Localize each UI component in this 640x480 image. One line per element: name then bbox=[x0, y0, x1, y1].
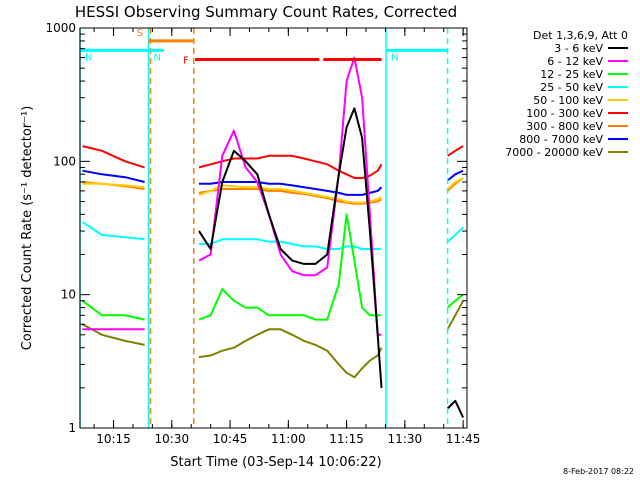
flag-label-n: N bbox=[85, 52, 92, 63]
legend-label: 300 - 800 keV bbox=[526, 120, 603, 133]
legend-label: 100 - 300 keV bbox=[526, 107, 603, 120]
flag-label-n: N bbox=[391, 52, 398, 63]
chart-title: HESSI Observing Summary Count Rates, Cor… bbox=[75, 3, 457, 21]
flag-label-f: F bbox=[183, 56, 189, 67]
legend-label: 12 - 25 keV bbox=[540, 68, 603, 81]
legend-label: 800 - 7000 keV bbox=[519, 133, 603, 146]
legend-label: 25 - 50 keV bbox=[540, 81, 603, 94]
series-line-800-7000-kev bbox=[82, 169, 464, 196]
y-axis-label: Corrected Count Rate (s⁻¹ detector⁻¹) bbox=[20, 106, 35, 351]
y-tick-label: 1000 bbox=[45, 21, 76, 35]
x-tick-label: 10:15 bbox=[96, 432, 131, 446]
legend-label: 50 - 100 keV bbox=[533, 94, 603, 107]
series-line-6-12-kev bbox=[82, 56, 382, 336]
flags-and-markers: S N N N F bbox=[79, 28, 449, 428]
x-tick-label: 10:30 bbox=[155, 432, 190, 446]
legend-label: 7000 - 20000 keV bbox=[505, 146, 603, 159]
legend-label: 6 - 12 keV bbox=[547, 55, 603, 68]
x-tick-label: 10:45 bbox=[213, 432, 248, 446]
y-tick-label: 100 bbox=[53, 154, 76, 168]
footer-timestamp: 8-Feb-2017 08:22 bbox=[563, 467, 634, 476]
series-line-100-300-kev bbox=[82, 145, 464, 179]
legend-title: Det 1,3,6,9, Att 0 bbox=[533, 29, 628, 42]
series-line-3-6-kev bbox=[198, 107, 465, 418]
legend-label: 3 - 6 keV bbox=[554, 42, 603, 55]
x-tick-label: 11:00 bbox=[271, 432, 306, 446]
flag-label-n: N bbox=[153, 52, 160, 63]
axes: 10:15 10:30 10:45 11:00 11:15 11:30 11:45 1 10 10… bbox=[45, 21, 480, 446]
series-line-25-50-kev bbox=[81, 221, 464, 250]
x-axis-label: Start Time (03-Sep-14 10:06:22) bbox=[170, 455, 381, 470]
x-tick-label: 11:30 bbox=[388, 432, 423, 446]
y-tick-label: 10 bbox=[61, 288, 76, 302]
plot-area bbox=[81, 56, 465, 418]
series-line-50-100-kev bbox=[82, 177, 464, 204]
x-tick-label: 11:15 bbox=[329, 432, 364, 446]
flag-label-s: S bbox=[136, 28, 142, 39]
series-line-300-800-kev bbox=[82, 177, 464, 205]
plot-frame bbox=[79, 27, 468, 429]
x-tick-label: 11:45 bbox=[446, 432, 481, 446]
series-line-7000-20000-kev bbox=[82, 300, 464, 379]
y-tick-label: 1 bbox=[68, 421, 76, 435]
series-line-12-25-kev bbox=[81, 213, 464, 321]
